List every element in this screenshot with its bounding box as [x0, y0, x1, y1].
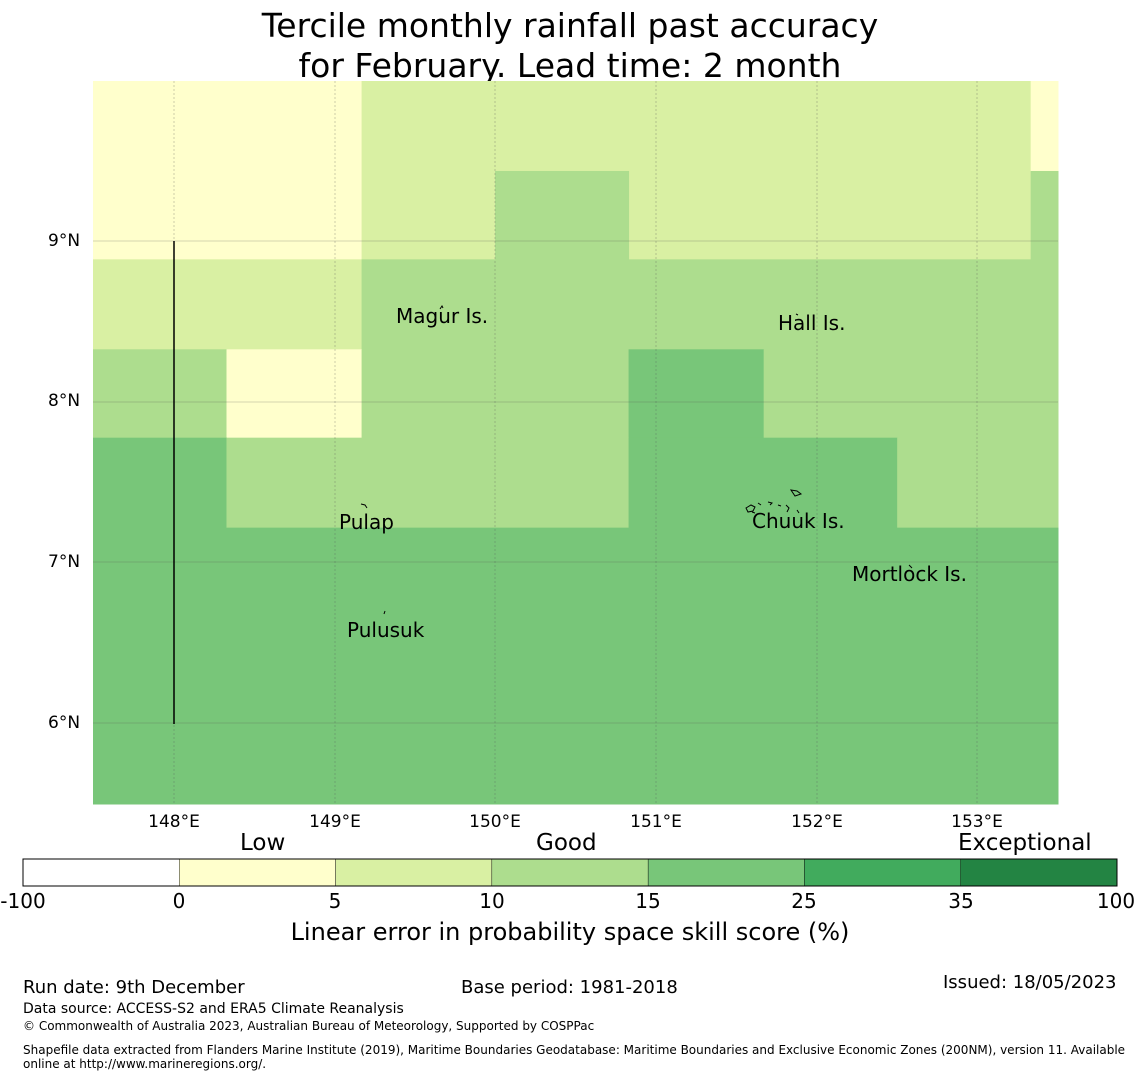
mortlock-island-shape: [908, 564, 913, 569]
skill-cell: [226, 437, 630, 529]
place-label-hall: Hall Is.: [778, 311, 846, 335]
lat-tick-7: 7°N: [48, 552, 81, 572]
island-outlines: [360, 305, 913, 615]
colorbar-tick: 35: [948, 889, 974, 913]
colorbar-category-exceptional: Exceptional: [958, 830, 1092, 856]
lat-tick-6: 6°N: [48, 713, 81, 733]
lon-tick-150: 150°E: [469, 812, 521, 832]
skill-cell: [93, 81, 363, 260]
lon-tick-148: 148°E: [148, 812, 200, 832]
lat-tick-9: 9°N: [48, 231, 81, 251]
lon-tick-149: 149°E: [309, 812, 361, 832]
colorbar-tick: 25: [791, 889, 817, 913]
title-line-1: Tercile monthly rainfall past accuracy: [261, 6, 879, 45]
place-label-mortlock: Mortlock Is.: [852, 562, 967, 586]
colorbar-label: Linear error in probability space skill …: [290, 918, 850, 946]
skill-cell: [1030, 81, 1059, 172]
lat-tick-8: 8°N: [48, 391, 81, 411]
copyright: © Commonwealth of Australia 2023, Austra…: [23, 1019, 595, 1033]
colorbar: [22, 858, 1118, 887]
shapefile-credit-line-1: Shapefile data extracted from Flanders M…: [23, 1043, 1126, 1057]
base-period: Base period: 1981-2018: [461, 977, 678, 998]
colorbar-segment: [179, 858, 336, 887]
pulap-island-shape: [360, 503, 368, 509]
place-label-chuuk: Chuuk Is.: [752, 509, 845, 533]
skill-cell: [628, 437, 898, 529]
lon-tick-153: 153°E: [951, 812, 1003, 832]
magur-island-shape: [439, 305, 444, 310]
shapefile-credit-line-2: online at http://www.marineregions.org/.: [23, 1057, 267, 1071]
skill-cell: [1030, 170, 1059, 260]
colorbar-tick: 10: [479, 889, 505, 913]
skill-cell: [93, 527, 1059, 805]
place-label-pulap: Pulap: [339, 510, 394, 534]
skill-cell: [93, 437, 227, 529]
lon-tick-151: 151°E: [630, 812, 682, 832]
colorbar-segment: [647, 858, 805, 887]
lon-tick-152: 152°E: [791, 812, 843, 832]
pulusuk-island-shape: [383, 610, 386, 615]
hall-island-shape: [795, 313, 799, 316]
skill-cell: [628, 349, 765, 439]
colorbar-tick: -100: [0, 889, 46, 913]
place-label-magur: Magur Is.: [396, 304, 489, 328]
map-title: Tercile monthly rainfall past accuracy f…: [0, 6, 1140, 86]
colorbar-tick: 0: [172, 889, 186, 913]
skill-cell: [226, 349, 363, 439]
skill-cell: [763, 349, 1059, 439]
place-label-pulusuk: Pulusuk: [347, 618, 425, 642]
colorbar-segment: [335, 858, 493, 887]
skill-cell: [93, 259, 363, 350]
colorbar-segment: [22, 858, 180, 887]
skill-cell: [361, 259, 1059, 350]
skill-cell: [93, 349, 227, 439]
skill-cells: [93, 81, 1059, 805]
colorbar-segment: [491, 858, 649, 887]
run-date: Run date: 9th December: [23, 977, 245, 998]
colorbar-segment: [804, 858, 961, 887]
skill-cell: [495, 170, 630, 260]
skill-cell: [361, 349, 630, 439]
colorbar-tick: 15: [635, 889, 661, 913]
colorbar-category-good: Good: [536, 830, 597, 856]
chuuk-lagoon-shape: [745, 489, 803, 514]
title-line-2: for February. Lead time: 2 month: [298, 46, 842, 85]
colorbar-outline: [22, 858, 1118, 887]
colorbar-tick: 100: [1096, 889, 1136, 913]
data-source: Data source: ACCESS-S2 and ERA5 Climate …: [23, 1001, 404, 1017]
colorbar-segment: [960, 858, 1118, 887]
skill-cell: [897, 437, 1059, 529]
issued-date: Issued: 18/05/2023: [943, 972, 1117, 993]
colorbar-category-low: Low: [240, 830, 286, 856]
colorbar-tick: 5: [328, 889, 342, 913]
skill-cell: [361, 81, 1032, 260]
